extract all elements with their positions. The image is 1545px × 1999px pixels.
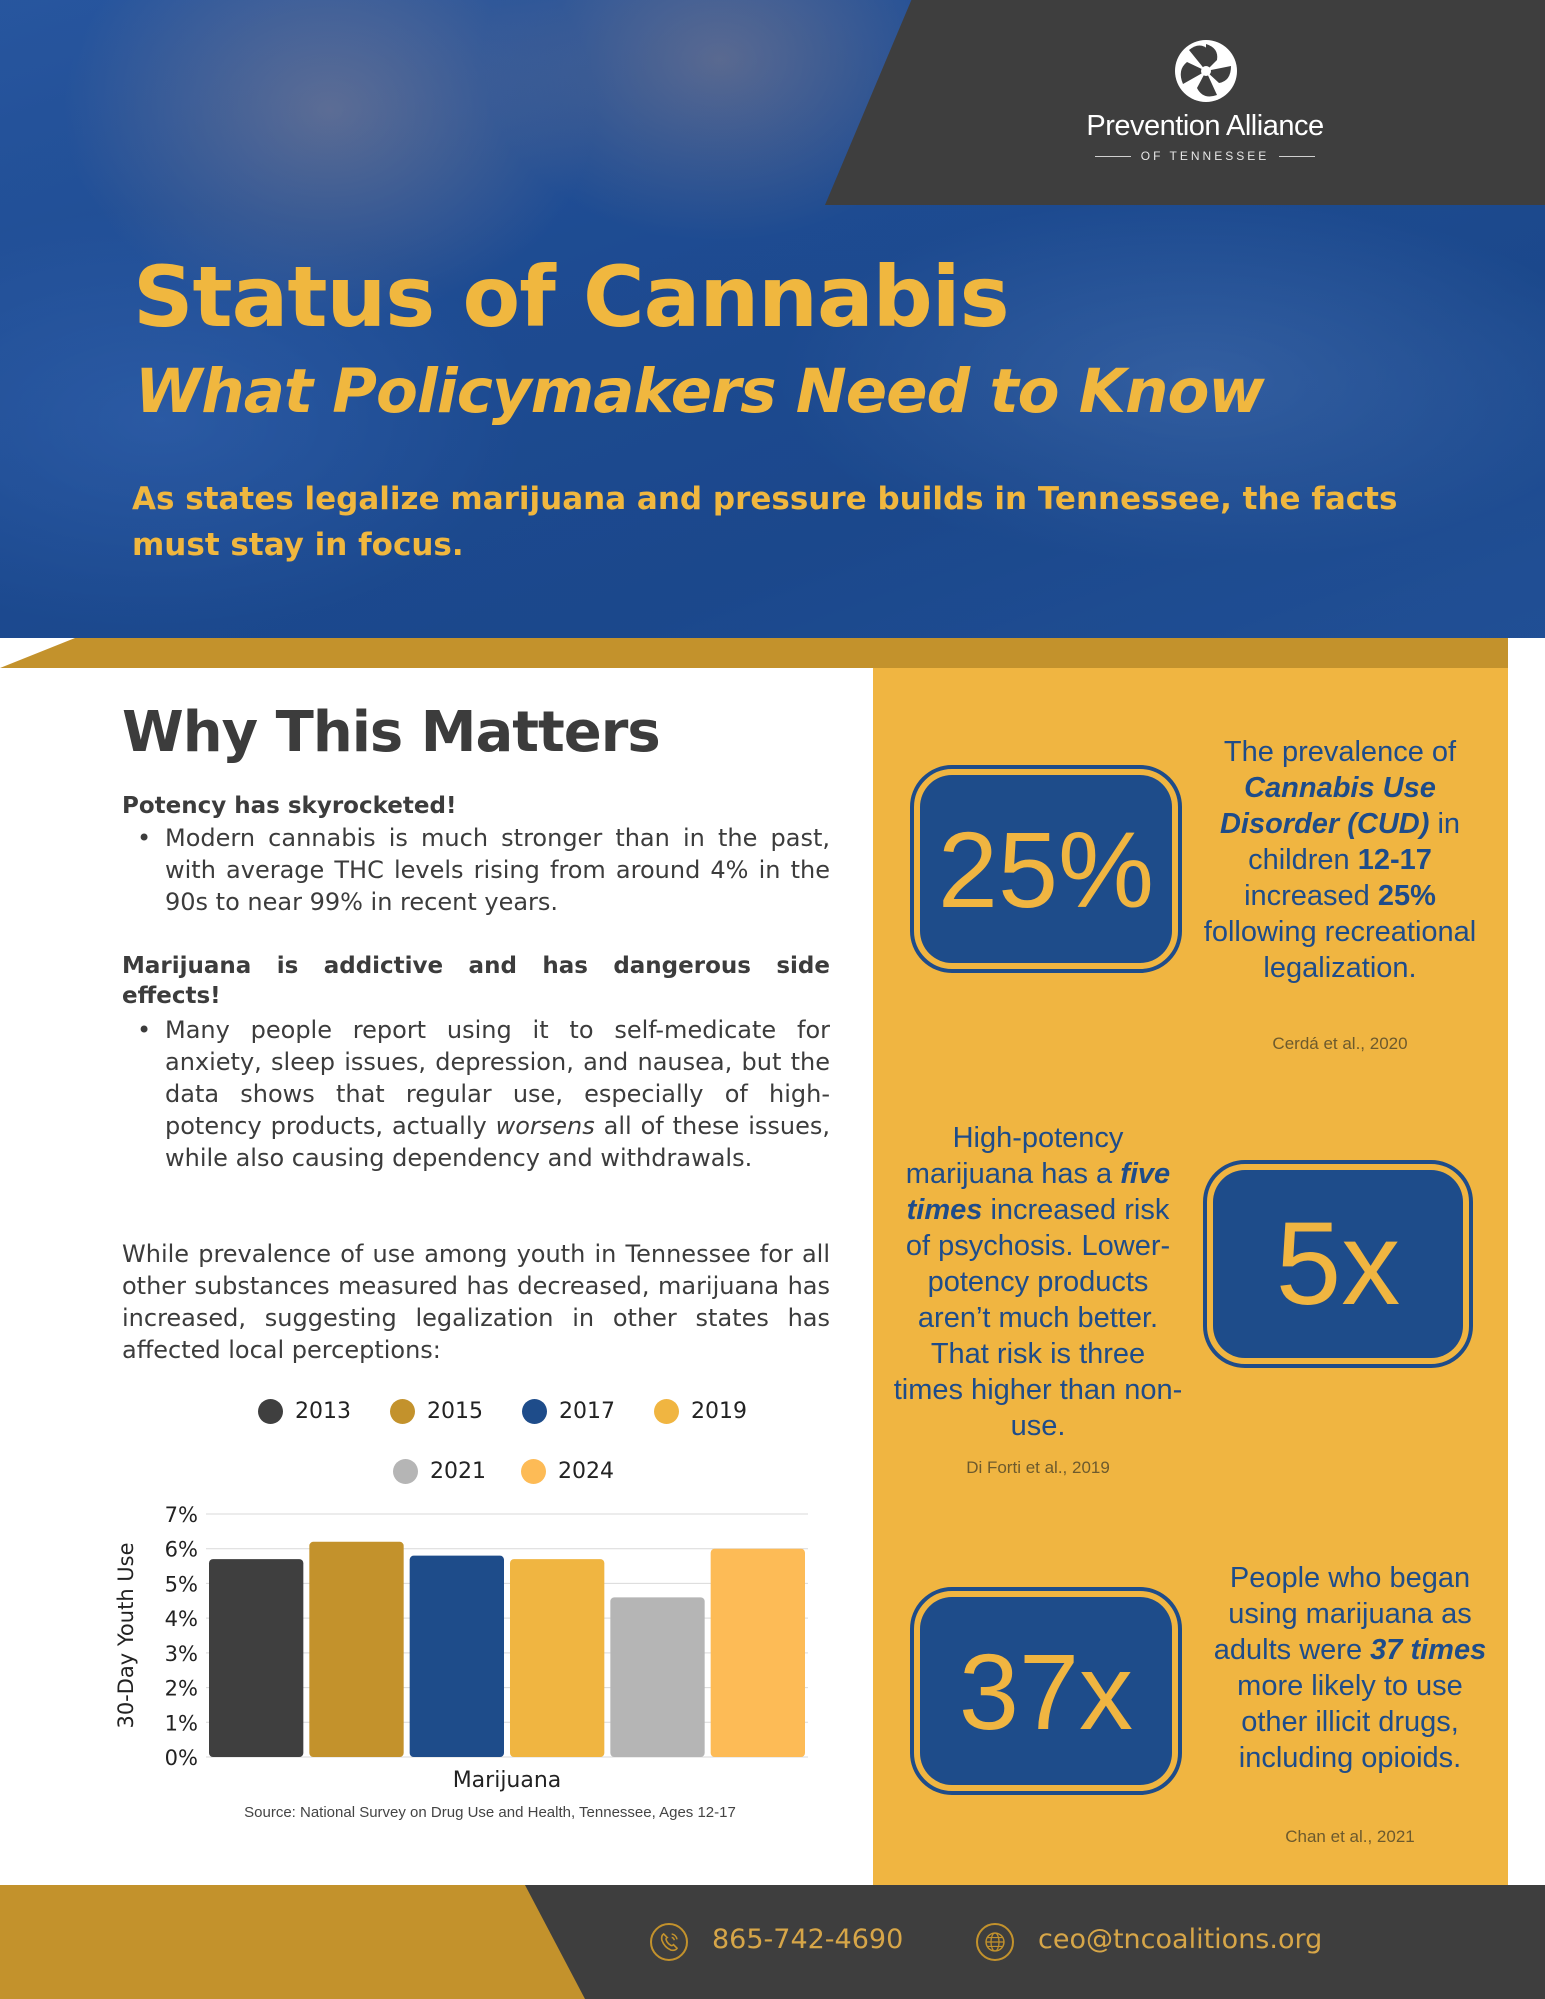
prevalence-paragraph: While prevalence of use among youth in T… — [122, 1240, 830, 1364]
page-title: Status of Cannabis — [133, 248, 1010, 346]
legend-item-2024: 2024 — [521, 1459, 614, 1484]
footer-phone[interactable]: 865-742-4690 — [712, 1924, 904, 1955]
stat-description-cud: The prevalence of Cannabis Use Disorder … — [1203, 736, 1477, 984]
stat-value: 37x — [958, 1630, 1134, 1752]
stat-value: 25% — [937, 808, 1155, 930]
potency-bullet: Modern cannabis is much stronger than in… — [137, 822, 830, 918]
brand-name: Prevention Alliance — [1086, 110, 1324, 142]
page-subtitle: What Policymakers Need to Know — [135, 356, 1265, 427]
potency-heading: Potency has skyrocketed! — [122, 793, 457, 819]
bar-2019 — [510, 1559, 605, 1757]
hero-accent-band — [0, 638, 1508, 668]
legend-swatch — [393, 1459, 418, 1484]
logo-panel — [825, 0, 1545, 205]
stat-box-37x: 37x — [910, 1587, 1182, 1795]
bar-2021 — [610, 1597, 705, 1757]
legend-swatch — [258, 1399, 283, 1424]
stat-value: 5x — [1275, 1198, 1401, 1330]
hero-lede: As states legalize marijuana and pressur… — [132, 481, 1398, 563]
stat-citation: Cerdá et al., 2020 — [1272, 1034, 1408, 1053]
legend-swatch — [522, 1399, 547, 1424]
stat-citation: Chan et al., 2021 — [1285, 1827, 1415, 1846]
bar-2017 — [409, 1555, 504, 1757]
stat-citation: Di Forti et al., 2019 — [966, 1458, 1110, 1477]
y-tick-label: 3% — [165, 1642, 198, 1666]
stat-box-5x: 5x — [1203, 1160, 1473, 1368]
y-tick-label: 2% — [165, 1677, 198, 1701]
x-category-label: Marijuana — [453, 1768, 562, 1793]
youth-use-bar-chart: 0% 1% 2% 3% 4% 5% 6% 7% 30-Day Youth Use Marijuan… — [114, 1503, 808, 1793]
y-tick-label: 4% — [165, 1607, 198, 1631]
stat-box-25: 25% — [910, 765, 1182, 973]
globe-icon — [976, 1923, 1014, 1961]
addictive-heading: Marijuana is addictive and has dangerous… — [122, 953, 830, 1009]
pinwheel-logo-icon — [1175, 40, 1237, 102]
y-tick-label: 0% — [165, 1746, 198, 1770]
legend-swatch — [521, 1459, 546, 1484]
bar-2015 — [309, 1541, 404, 1757]
section-title: Why This Matters — [122, 700, 661, 765]
phone-icon — [650, 1923, 688, 1961]
legend-swatch — [390, 1399, 415, 1424]
footer-dark-band — [525, 1885, 1545, 1999]
legend-item-2017: 2017 — [522, 1399, 615, 1424]
legend-item-2019: 2019 — [654, 1399, 747, 1424]
footer-email[interactable]: ceo@tncoalitions.org — [1038, 1924, 1323, 1955]
stat-description-gateway: People who began using marijuana as adul… — [1213, 1562, 1487, 1774]
legend-item-2015: 2015 — [390, 1399, 483, 1424]
bar-2013 — [209, 1559, 304, 1757]
y-tick-label: 5% — [165, 1572, 198, 1596]
y-axis-label: 30-Day Youth Use — [114, 1542, 138, 1728]
y-tick-label: 6% — [165, 1538, 198, 1562]
y-tick-label: 7% — [165, 1503, 198, 1527]
legend-swatch — [654, 1399, 679, 1424]
addictive-bullet: Many people report using it to self-medi… — [137, 1014, 830, 1174]
bar-2024 — [710, 1548, 805, 1757]
brand-subtitle: OF TENNESSEE — [1040, 149, 1370, 163]
legend-item-2013: 2013 — [258, 1399, 351, 1424]
stat-description-psychosis: High-potency marijuana has a five times … — [893, 1122, 1183, 1442]
legend-item-2021: 2021 — [393, 1459, 486, 1484]
y-tick-label: 1% — [165, 1711, 198, 1735]
chart-source: Source: National Survey on Drug Use and … — [244, 1804, 736, 1821]
